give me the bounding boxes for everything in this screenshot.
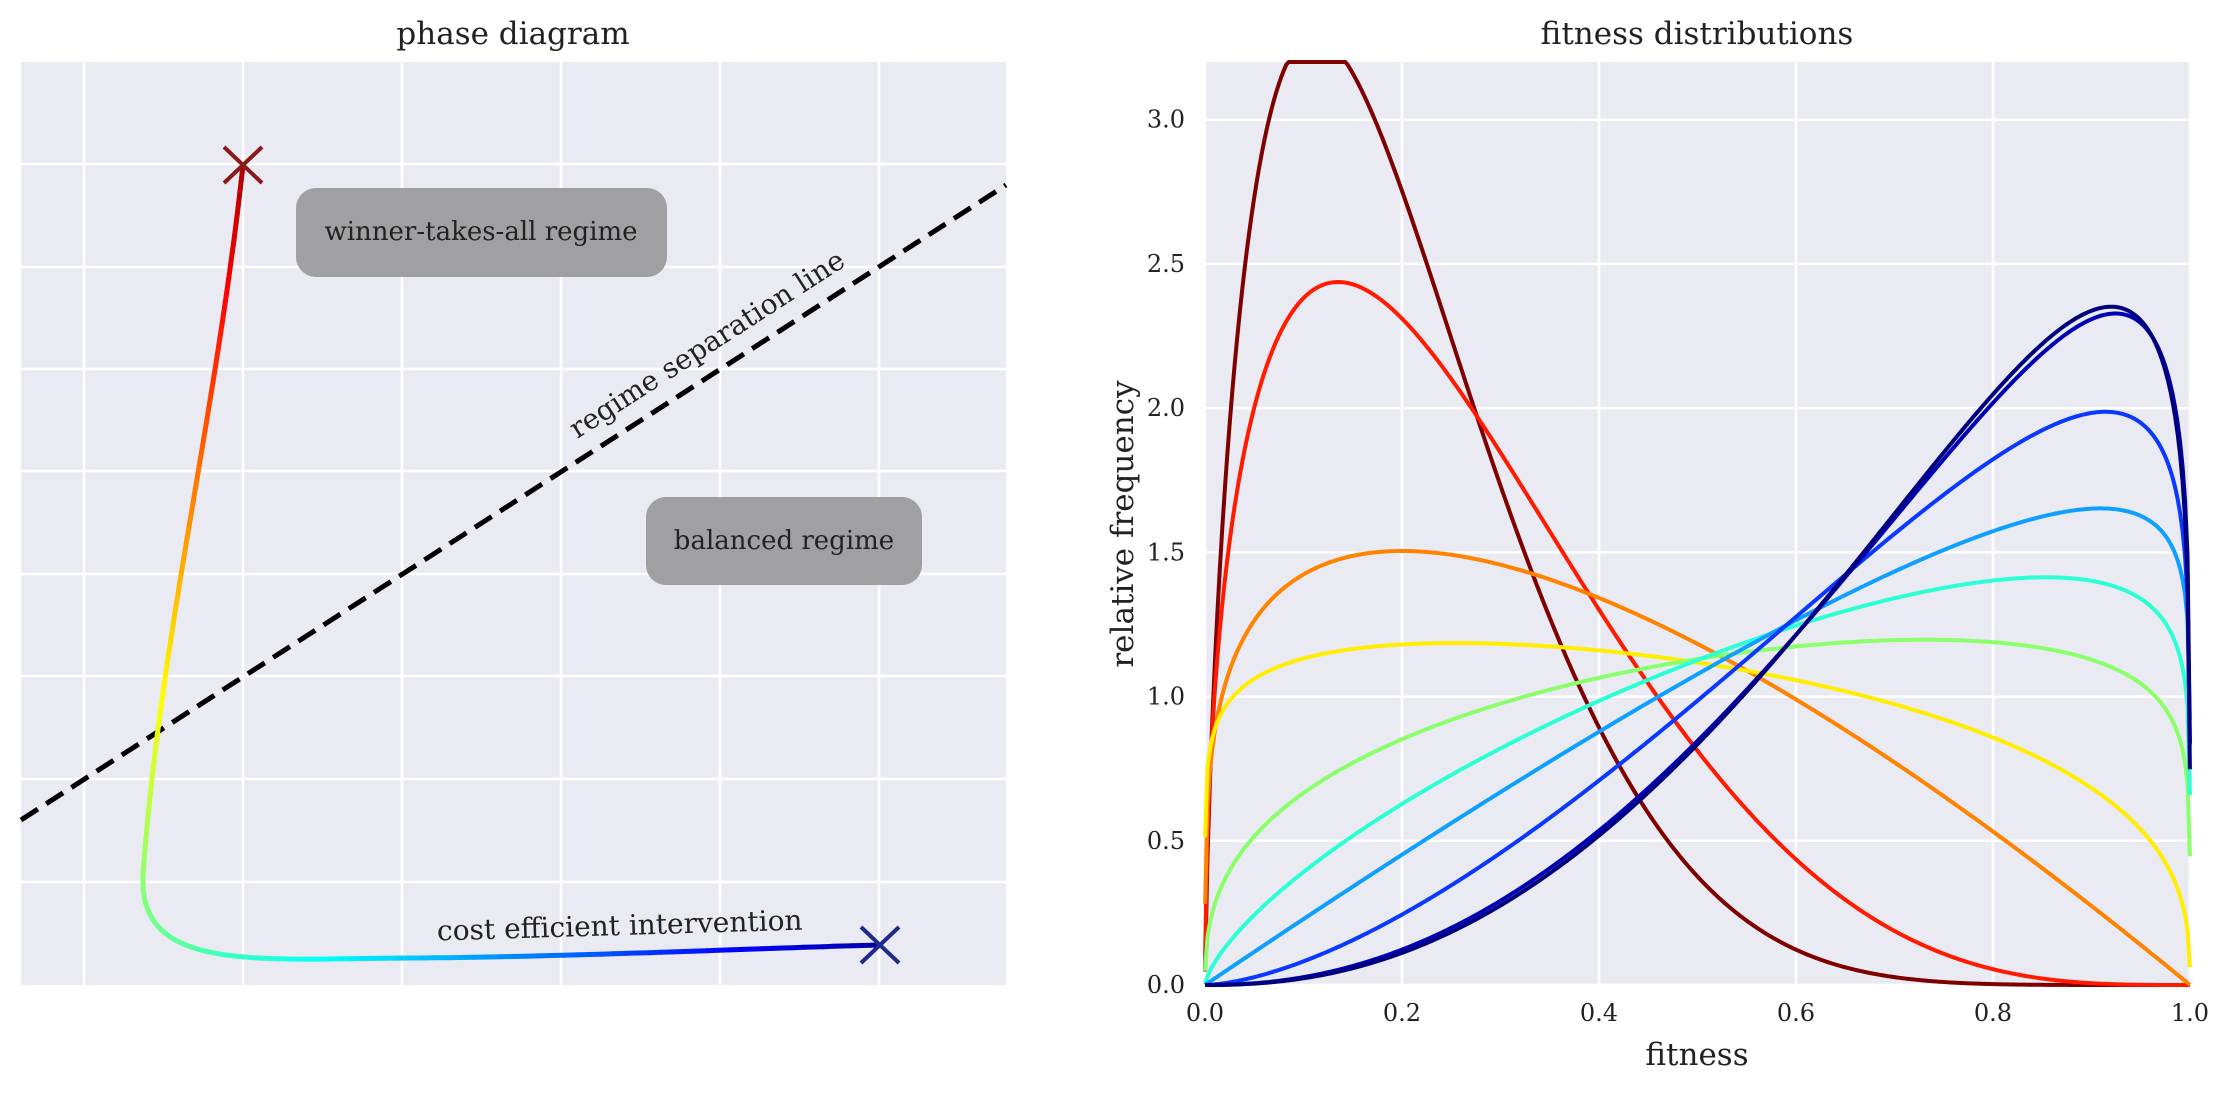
fitness-title: fitness distributions — [1541, 16, 1854, 52]
fitness-y-tick-label: 1.5 — [1147, 538, 1185, 566]
winner-takes-all-label: winner-takes-all regime — [324, 217, 637, 247]
fitness-y-tick-label: 1.0 — [1147, 683, 1185, 711]
fitness-plot-area — [1205, 62, 2190, 985]
fitness-y-tick-label: 2.0 — [1147, 394, 1185, 422]
fitness-x-tick-label: 0.0 — [1186, 999, 1224, 1027]
fitness-y-tick-label: 3.0 — [1147, 106, 1185, 134]
fitness-x-tick-label: 0.4 — [1580, 999, 1618, 1027]
fitness-y-axis-label: relative frequency — [1105, 380, 1141, 668]
fitness-y-tick-label: 0.0 — [1147, 971, 1185, 999]
fitness-x-tick-label: 0.8 — [1974, 999, 2012, 1027]
fitness-y-tick-label: 0.5 — [1147, 827, 1185, 855]
fitness-x-tick-label: 1.0 — [2171, 999, 2209, 1027]
fitness-x-tick-label: 0.2 — [1383, 999, 1421, 1027]
fitness-x-axis-label: fitness — [1645, 1037, 1748, 1073]
phase-diagram-title: phase diagram — [396, 16, 629, 52]
fitness-x-tick-label: 0.6 — [1777, 999, 1815, 1027]
phase-diagram-panel: phase diagram regime separation line win… — [21, 16, 1006, 985]
fitness-y-tick-label: 2.5 — [1147, 250, 1185, 278]
balanced-regime-label: balanced regime — [674, 526, 894, 556]
